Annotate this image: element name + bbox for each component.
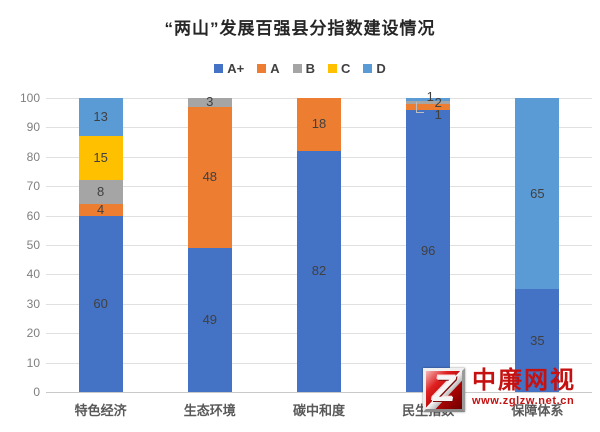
legend-item-A+: A+ — [214, 61, 244, 76]
segment-value-label: 35 — [530, 332, 545, 348]
y-tick-label: 40 — [26, 267, 40, 282]
bar-segment-碳中和度-A+ — [297, 150, 341, 392]
segment-value-label: 8 — [96, 184, 105, 200]
bar-segment-民生指数-D — [406, 98, 451, 101]
bar-segment-特色经济-A+ — [78, 215, 123, 392]
y-tick-label: 20 — [26, 326, 40, 341]
bar-segment-生态环境-B — [187, 98, 232, 107]
y-tick-label: 80 — [26, 149, 40, 164]
segment-value-label: 96 — [420, 242, 436, 258]
segment-value-label: 4 — [96, 201, 105, 217]
segment-value-label: 82 — [311, 263, 327, 279]
bar-segment-生态环境-A — [187, 106, 232, 248]
bar-segment-民生指数-A+ — [406, 109, 451, 392]
watermark: Z 中廉网视 www.zglzw.net.cn — [423, 368, 576, 412]
plot-area: 0 10 20 30 40 50 60 70 80 90 100 60 4 8 15 13 特色经济 49 48 3 生… — [20, 90, 592, 418]
watermark-url: www.zglzw.net.cn — [472, 395, 575, 407]
legend-label: B — [305, 60, 315, 76]
y-tick-label: 100 — [19, 91, 40, 105]
legend-label: D — [376, 60, 386, 76]
segment-value-label: 60 — [93, 295, 108, 311]
segment-value-label: 13 — [93, 109, 108, 125]
legend-item-C: C — [327, 60, 351, 76]
bar-segment-特色经济-B — [78, 180, 123, 204]
y-tick-label: 60 — [26, 208, 40, 223]
category-label-保障体系: 保障体系 — [511, 403, 564, 418]
small-segment-value-label: 1 — [426, 89, 434, 104]
x-axis-line — [46, 392, 592, 393]
segment-value-label: 48 — [202, 169, 218, 185]
category-label-生态环境: 生态环境 — [183, 403, 236, 418]
legend-swatch — [292, 63, 302, 73]
bar-segment-碳中和度-A — [297, 98, 341, 151]
z-letter-logo: Z — [432, 368, 456, 409]
legend-item-B: B — [292, 60, 315, 76]
bar-segment-特色经济-C — [78, 136, 123, 181]
legend-swatch — [363, 63, 373, 73]
category-label-碳中和度: 碳中和度 — [292, 403, 345, 418]
legend-swatch — [327, 63, 337, 73]
segment-value-label: 15 — [93, 150, 108, 166]
legend-label: C — [340, 60, 351, 76]
y-tick-label: 0 — [33, 385, 40, 399]
chart-title: “两山”发展百强县分指数建设情况 — [164, 19, 436, 38]
y-tick-label: 30 — [26, 296, 40, 311]
watermark-name: 中廉网视 — [472, 368, 576, 394]
chart-legend: A+ A B C D — [0, 60, 600, 76]
bar-segment-民生指数-A — [406, 103, 451, 110]
legend-swatch — [214, 63, 224, 73]
label-leader-line — [416, 102, 425, 113]
bar-segment-特色经济-D — [78, 98, 123, 137]
category-label-特色经济: 特色经济 — [74, 403, 127, 418]
segment-value-label: 49 — [202, 311, 218, 327]
bar-segment-特色经济-A — [78, 203, 123, 216]
bar-segment-保障体系-A+ — [515, 289, 560, 392]
legend-item-D: D — [363, 60, 386, 76]
bar-segment-保障体系-D — [515, 98, 560, 290]
segment-value-label: 18 — [311, 116, 327, 132]
bar-segment-生态环境-A+ — [187, 247, 232, 392]
segment-value-label: 3 — [206, 94, 214, 110]
watermark-text: 中廉网视 www.zglzw.net.cn — [472, 368, 576, 407]
y-tick-label: 10 — [26, 355, 40, 370]
segment-value-label: 65 — [530, 185, 545, 201]
y-tick-label: 90 — [26, 120, 40, 135]
watermark-logo: Z — [423, 368, 465, 412]
legend-item-A: A — [257, 60, 280, 76]
legend-label: A+ — [227, 60, 245, 76]
legend-label: A — [270, 60, 280, 76]
small-segment-value-label: 2 — [434, 95, 442, 110]
small-segment-value-label: 1 — [434, 107, 442, 122]
y-tick-label: 70 — [26, 179, 40, 194]
legend-swatch — [257, 63, 267, 73]
bar-segment-民生指数-B — [406, 100, 451, 104]
y-tick-label: 50 — [26, 238, 40, 252]
